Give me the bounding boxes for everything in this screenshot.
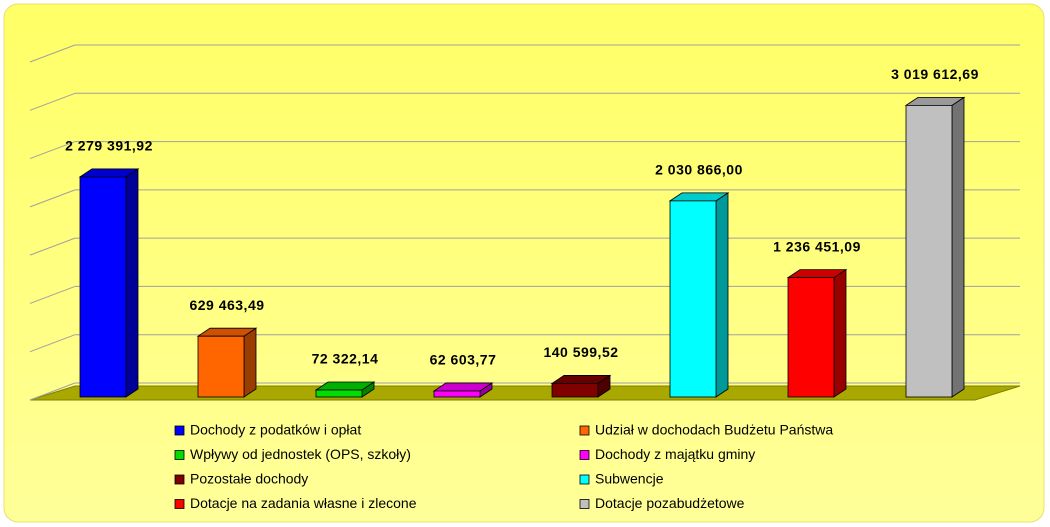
grid-line xyxy=(29,382,76,401)
legend-marker xyxy=(174,450,185,460)
bar-top-shade xyxy=(552,375,610,384)
bar-top-shade xyxy=(788,269,846,278)
bar xyxy=(197,335,245,398)
bar xyxy=(433,390,481,398)
legend-marker xyxy=(174,474,185,485)
value-label: 2 279 391,92 xyxy=(65,138,153,154)
bar-top-shade xyxy=(434,382,492,391)
chart-background xyxy=(3,3,1045,523)
legend-marker xyxy=(579,425,590,436)
bar-side-shade xyxy=(362,382,374,397)
legend-label: Dochody z majątku gminy xyxy=(595,446,755,462)
legend-marker xyxy=(579,450,590,460)
grid-line xyxy=(29,92,76,111)
legend-marker xyxy=(579,499,590,509)
grid-line xyxy=(29,141,76,160)
grid-line xyxy=(29,237,76,256)
bar-side-shade xyxy=(716,192,728,397)
bar xyxy=(787,277,835,398)
bar xyxy=(551,383,599,398)
bar-top-shade xyxy=(906,97,964,106)
legend-label: Dotacje na zadania własne i zlecone xyxy=(190,495,417,511)
legend-label: Dotacje pozabudżetowe xyxy=(595,495,745,511)
value-label: 140 599,52 xyxy=(543,344,618,360)
bar xyxy=(905,104,953,398)
bar-top-shade xyxy=(80,168,138,177)
bar-side-shade xyxy=(480,382,492,397)
bar-side-shade xyxy=(126,168,138,397)
bar-side-shade xyxy=(244,328,256,397)
legend-marker xyxy=(174,425,185,436)
bar-side-shade xyxy=(598,375,610,397)
value-label: 1 236 451,09 xyxy=(773,238,861,254)
bar-side-shade xyxy=(834,269,846,397)
value-label: 629 463,49 xyxy=(189,297,264,313)
legend-marker xyxy=(579,474,590,485)
bar xyxy=(79,176,127,398)
bar xyxy=(315,389,363,398)
legend-label: Pozostałe dochody xyxy=(190,471,308,487)
grid-line xyxy=(29,334,76,353)
value-label: 72 322,14 xyxy=(312,351,379,367)
legend-label: Dochody z podatków i opłat xyxy=(190,422,361,438)
bar-top-shade xyxy=(670,192,728,201)
bar-top-shade xyxy=(316,382,374,391)
legend-marker xyxy=(174,499,185,509)
value-label: 2 030 866,00 xyxy=(655,162,743,178)
legend-label: Udział w dochodach Budżetu Państwa xyxy=(595,422,833,438)
value-label: 62 603,77 xyxy=(430,352,497,368)
grid-line xyxy=(29,285,76,304)
bar xyxy=(669,200,717,398)
value-label: 3 019 612,69 xyxy=(891,66,979,82)
grid-line xyxy=(29,189,76,208)
bar-top-shade xyxy=(198,328,256,337)
legend-label: Wpływy od jednostek (OPS, szkoły) xyxy=(190,446,411,462)
bar-side-shade xyxy=(952,97,964,397)
legend-label: Subwencje xyxy=(595,471,664,487)
grid-line xyxy=(29,44,76,63)
floor xyxy=(29,385,1021,401)
